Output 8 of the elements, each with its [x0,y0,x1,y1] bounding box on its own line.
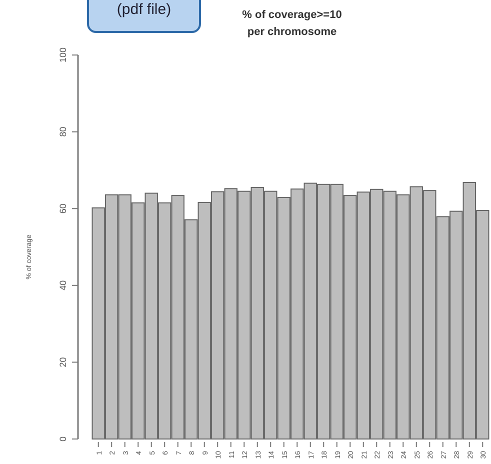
y-tick-label: 80 [58,126,68,137]
text: (pdf file) [116,1,172,18]
y-tick-label: 100 [58,47,68,63]
y-tick-label: 40 [58,280,68,290]
y-tick-label: 20 [58,357,68,368]
chart-title: % of coverage>=10 per chromosome [242,9,342,38]
y-tick-label: 0 [58,436,68,442]
y-tick-label: 60 [58,204,68,214]
